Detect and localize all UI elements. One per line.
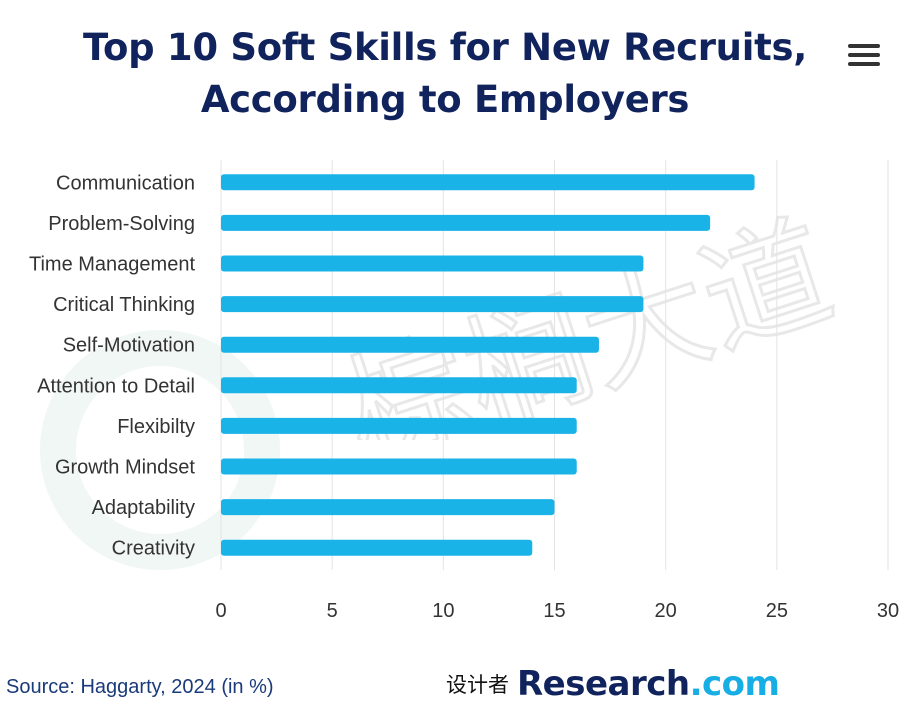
category-label-3: Critical Thinking — [53, 294, 195, 316]
category-label-2: Time Management — [29, 254, 195, 276]
hamburger-menu-icon[interactable] — [848, 44, 880, 70]
x-tick-label-30: 30 — [877, 600, 899, 622]
chart-title-line-1: Top 10 Soft Skills for New Recruits, — [83, 26, 807, 69]
brand-logo: 设计者 Research.com — [446, 664, 780, 704]
x-tick-label-20: 20 — [655, 600, 677, 622]
brand-name: Research.com — [517, 664, 780, 704]
category-label-4: Self-Motivation — [63, 335, 195, 357]
source-note: Source: Haggarty, 2024 (in %) — [6, 676, 274, 698]
bar-0 — [221, 174, 755, 191]
category-label-7: Growth Mindset — [55, 457, 195, 479]
x-tick-label-10: 10 — [432, 600, 454, 622]
chart-title: Top 10 Soft Skills for New Recruits, Acc… — [30, 22, 860, 126]
bar-1 — [221, 214, 711, 231]
brand-prefix: 设计者 — [446, 673, 509, 697]
x-tick-label-15: 15 — [543, 600, 565, 622]
bar-7 — [221, 458, 577, 475]
category-label-9: Creativity — [112, 538, 195, 560]
bar-8 — [221, 499, 555, 516]
category-label-5: Attention to Detail — [37, 375, 195, 397]
bar-chart: Communication Problem-Solving Time Managem… — [29, 160, 899, 622]
brand-name-main: Research — [517, 664, 690, 704]
bar-5 — [221, 377, 577, 394]
bar-9 — [221, 539, 533, 556]
x-tick-label-0: 0 — [215, 600, 226, 622]
bar-2 — [221, 255, 644, 272]
x-tick-label-25: 25 — [766, 600, 788, 622]
category-label-6: Flexibilty — [117, 416, 195, 438]
chart-title-line-2: According to Employers — [200, 78, 690, 121]
x-tick-label-5: 5 — [327, 600, 338, 622]
brand-name-suffix: .com — [689, 664, 780, 704]
category-label-8: Adaptability — [92, 497, 195, 519]
bar-6 — [221, 417, 577, 434]
bar-4 — [221, 336, 599, 353]
category-label-0: Communication — [56, 172, 195, 194]
bar-3 — [221, 296, 644, 313]
category-label-1: Problem-Solving — [48, 213, 195, 235]
